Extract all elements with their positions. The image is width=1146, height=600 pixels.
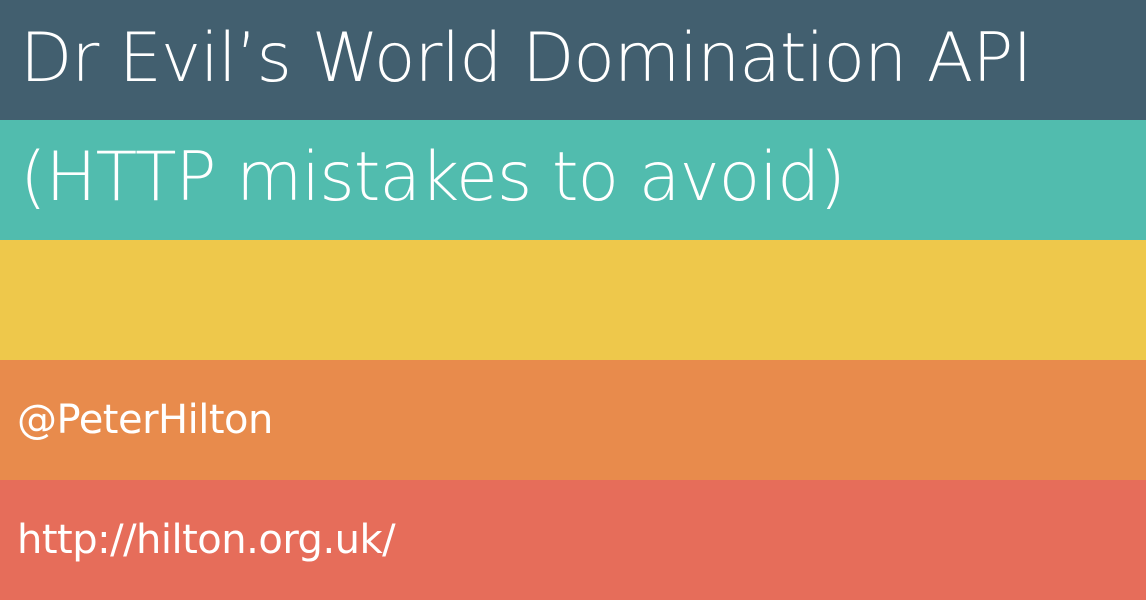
handle-band: @PeterHilton (0, 360, 1146, 480)
slide-subtitle: (HTTP mistakes to avoid) (20, 137, 846, 217)
website-url: http://hilton.org.uk/ (17, 517, 396, 563)
subtitle-band: (HTTP mistakes to avoid) (0, 120, 1146, 240)
author-handle: @PeterHilton (17, 397, 273, 443)
slide-title: Dr Evil’s World Domination API (20, 18, 1032, 98)
url-band: http://hilton.org.uk/ (0, 480, 1146, 600)
title-band: Dr Evil’s World Domination API (0, 0, 1146, 120)
empty-band (0, 240, 1146, 360)
